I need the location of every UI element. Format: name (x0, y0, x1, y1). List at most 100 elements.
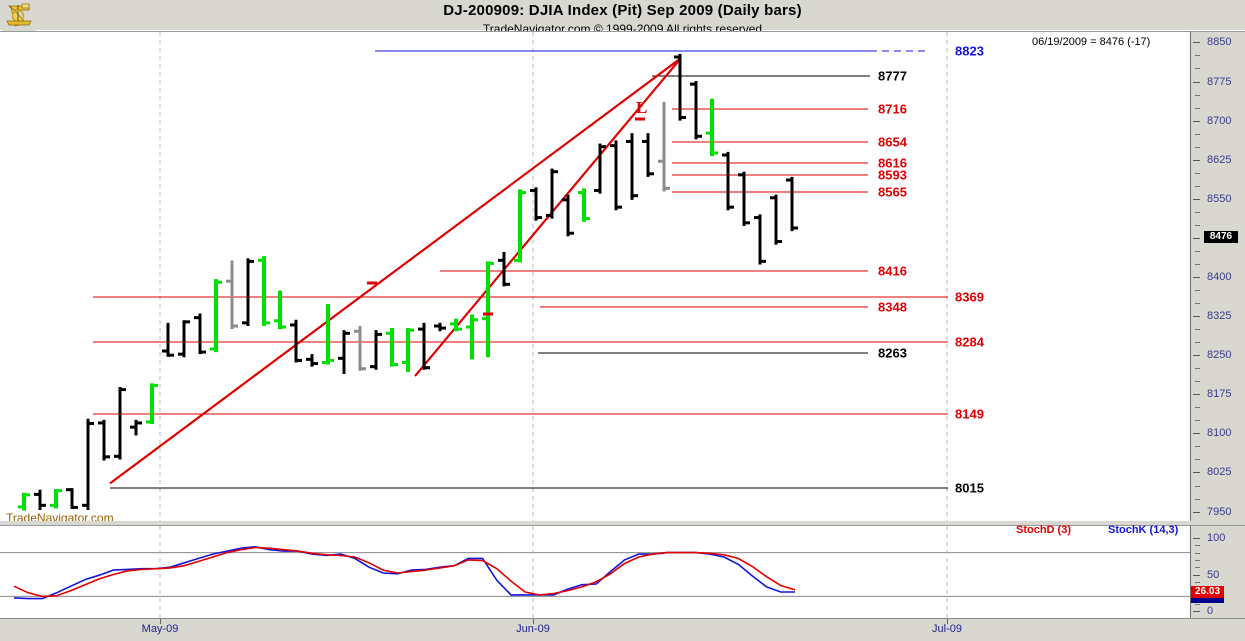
sextant-icon (2, 1, 36, 31)
trendline-lower-support[interactable] (109, 57, 682, 485)
price-axis-minor-tick (1195, 368, 1200, 370)
ohlc-bar[interactable] (178, 320, 190, 358)
ohlc-bar[interactable] (466, 314, 478, 360)
ohlc-bar[interactable] (322, 304, 334, 365)
price-readout: 06/19/2009 = 8476 (-17) (1032, 36, 1151, 48)
ohlc-bar[interactable] (674, 53, 686, 121)
ohlc-bar[interactable] (130, 419, 142, 436)
ohlc-bar[interactable] (514, 189, 526, 263)
ohlc-bar[interactable] (114, 386, 126, 460)
ohlc-bar[interactable] (370, 330, 382, 370)
ohlc-bar[interactable] (162, 322, 174, 357)
ohlc-bar[interactable] (738, 171, 750, 226)
price-axis-minor-tick (1195, 133, 1200, 135)
ohlc-bar[interactable] (82, 418, 94, 511)
ohlc-bar[interactable] (610, 140, 622, 211)
ohlc-bar[interactable] (498, 251, 510, 287)
stochastic-axis[interactable]: 100 50 0 26.03 (1190, 525, 1245, 619)
ohlc-bar[interactable] (578, 188, 590, 222)
ohlc-bar[interactable] (754, 214, 766, 265)
ohlc-bar[interactable] (642, 133, 654, 177)
panel-divider (0, 521, 1245, 525)
ohlc-bar[interactable] (306, 354, 318, 367)
price-axis-label-8100: 8100 (1207, 427, 1232, 440)
ohlc-bar[interactable] (210, 279, 222, 353)
price-axis-tick (1193, 198, 1200, 200)
price-level-label-8654: 8654 (878, 134, 907, 150)
legend-stochd: StochD (3) (1016, 524, 1071, 536)
ohlc-bar[interactable] (690, 81, 702, 140)
ohlc-bar[interactable] (770, 194, 782, 245)
price-axis-label-8325: 8325 (1207, 310, 1232, 323)
price-level-label-8369: 8369 (955, 289, 984, 305)
price-axis-minor-tick (1195, 446, 1200, 448)
price-axis-minor-tick (1195, 290, 1200, 292)
ohlc-bar[interactable] (34, 489, 46, 511)
price-chart-panel[interactable]: 06/19/2009 = 8476 (-17) TradeNavigator.c… (0, 31, 1190, 525)
price-axis-minor-tick (1195, 485, 1200, 487)
ohlc-bar[interactable] (146, 383, 158, 424)
price-axis-minor-tick (1195, 420, 1200, 422)
stoch-axis-minor-tick (1195, 581, 1200, 583)
date-axis-tick (160, 619, 161, 624)
stochastic-value-badge: 26.03 (1191, 585, 1224, 598)
price-axis-minor-tick (1195, 107, 1200, 109)
ohlc-bar[interactable] (434, 322, 446, 332)
stoch-axis-label-0: 0 (1207, 605, 1214, 617)
price-axis-label-8025: 8025 (1207, 466, 1232, 479)
ohlc-bar[interactable] (290, 319, 302, 363)
price-axis-tick (1193, 433, 1200, 435)
trendline-upper-resistance[interactable] (414, 57, 682, 377)
price-axis-label-8775: 8775 (1207, 75, 1232, 88)
ohlc-bar[interactable] (402, 328, 414, 372)
ohlc-bar[interactable] (354, 326, 366, 371)
ohlc-bar[interactable] (530, 187, 542, 221)
price-axis-tick (1193, 277, 1200, 278)
ohlc-bar[interactable] (18, 492, 30, 511)
ohlc-bar[interactable] (626, 133, 638, 200)
stochastic-indicator-panel[interactable]: StochD (3) StochK (14,3) (0, 524, 1190, 619)
ohlc-bar[interactable] (450, 318, 462, 332)
ohlc-bar[interactable] (418, 322, 430, 370)
price-level-label-8716: 8716 (878, 101, 907, 117)
ohlc-bar[interactable] (706, 98, 718, 157)
price-axis-minor-tick (1195, 172, 1200, 174)
stoch-series-stochd (13, 546, 796, 598)
ohlc-bar[interactable] (226, 260, 238, 330)
price-axis-tick (1193, 237, 1200, 239)
ohlc-bar[interactable] (562, 194, 574, 237)
ohlc-bar[interactable] (386, 328, 398, 367)
price-axis-minor-tick (1195, 303, 1200, 305)
ohlc-bar[interactable] (658, 101, 670, 192)
ohlc-bar[interactable] (338, 330, 350, 374)
price-level-label-8015: 8015 (955, 480, 984, 496)
ohlc-bar[interactable] (242, 258, 254, 326)
ohlc-bar[interactable] (546, 168, 558, 219)
price-axis-minor-tick (1195, 498, 1200, 500)
price-axis-tick (1193, 394, 1200, 396)
price-axis-tick (1193, 355, 1200, 357)
page-title: DJ-200909: DJIA Index (Pit) Sep 2009 (Da… (443, 2, 802, 19)
price-axis-tick (1193, 511, 1200, 513)
price-axis-label-8700: 8700 (1207, 114, 1232, 127)
price-axis[interactable]: 8850877587008625855084758400832582508175… (1190, 31, 1245, 522)
ohlc-bar[interactable] (482, 261, 494, 358)
ohlc-bar[interactable] (594, 143, 606, 194)
ohlc-bar[interactable] (786, 176, 798, 232)
date-axis[interactable]: May-09 Jun-09 Jul-09 (0, 618, 1245, 641)
ohlc-bar[interactable] (258, 256, 270, 326)
date-axis-label-jul-09: Jul-09 (932, 623, 962, 635)
ohlc-bar[interactable] (722, 151, 734, 211)
ohlc-bar[interactable] (274, 290, 286, 330)
date-axis-tick (533, 619, 534, 624)
price-level-label-8416: 8416 (878, 263, 907, 279)
price-axis-minor-tick (1195, 185, 1200, 187)
ohlc-bar[interactable] (50, 489, 62, 509)
stoch-axis-tick (1193, 611, 1200, 612)
price-axis-minor-tick (1195, 329, 1200, 331)
ohlc-bar[interactable] (66, 488, 78, 509)
ohlc-bar[interactable] (194, 313, 206, 355)
price-level-label-8348: 8348 (878, 299, 907, 315)
ohlc-bar[interactable] (98, 419, 110, 461)
price-level-label-8616: 8616 (878, 155, 907, 171)
